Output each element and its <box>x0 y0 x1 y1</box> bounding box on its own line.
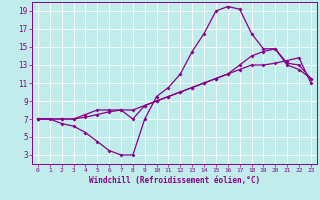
X-axis label: Windchill (Refroidissement éolien,°C): Windchill (Refroidissement éolien,°C) <box>89 176 260 185</box>
